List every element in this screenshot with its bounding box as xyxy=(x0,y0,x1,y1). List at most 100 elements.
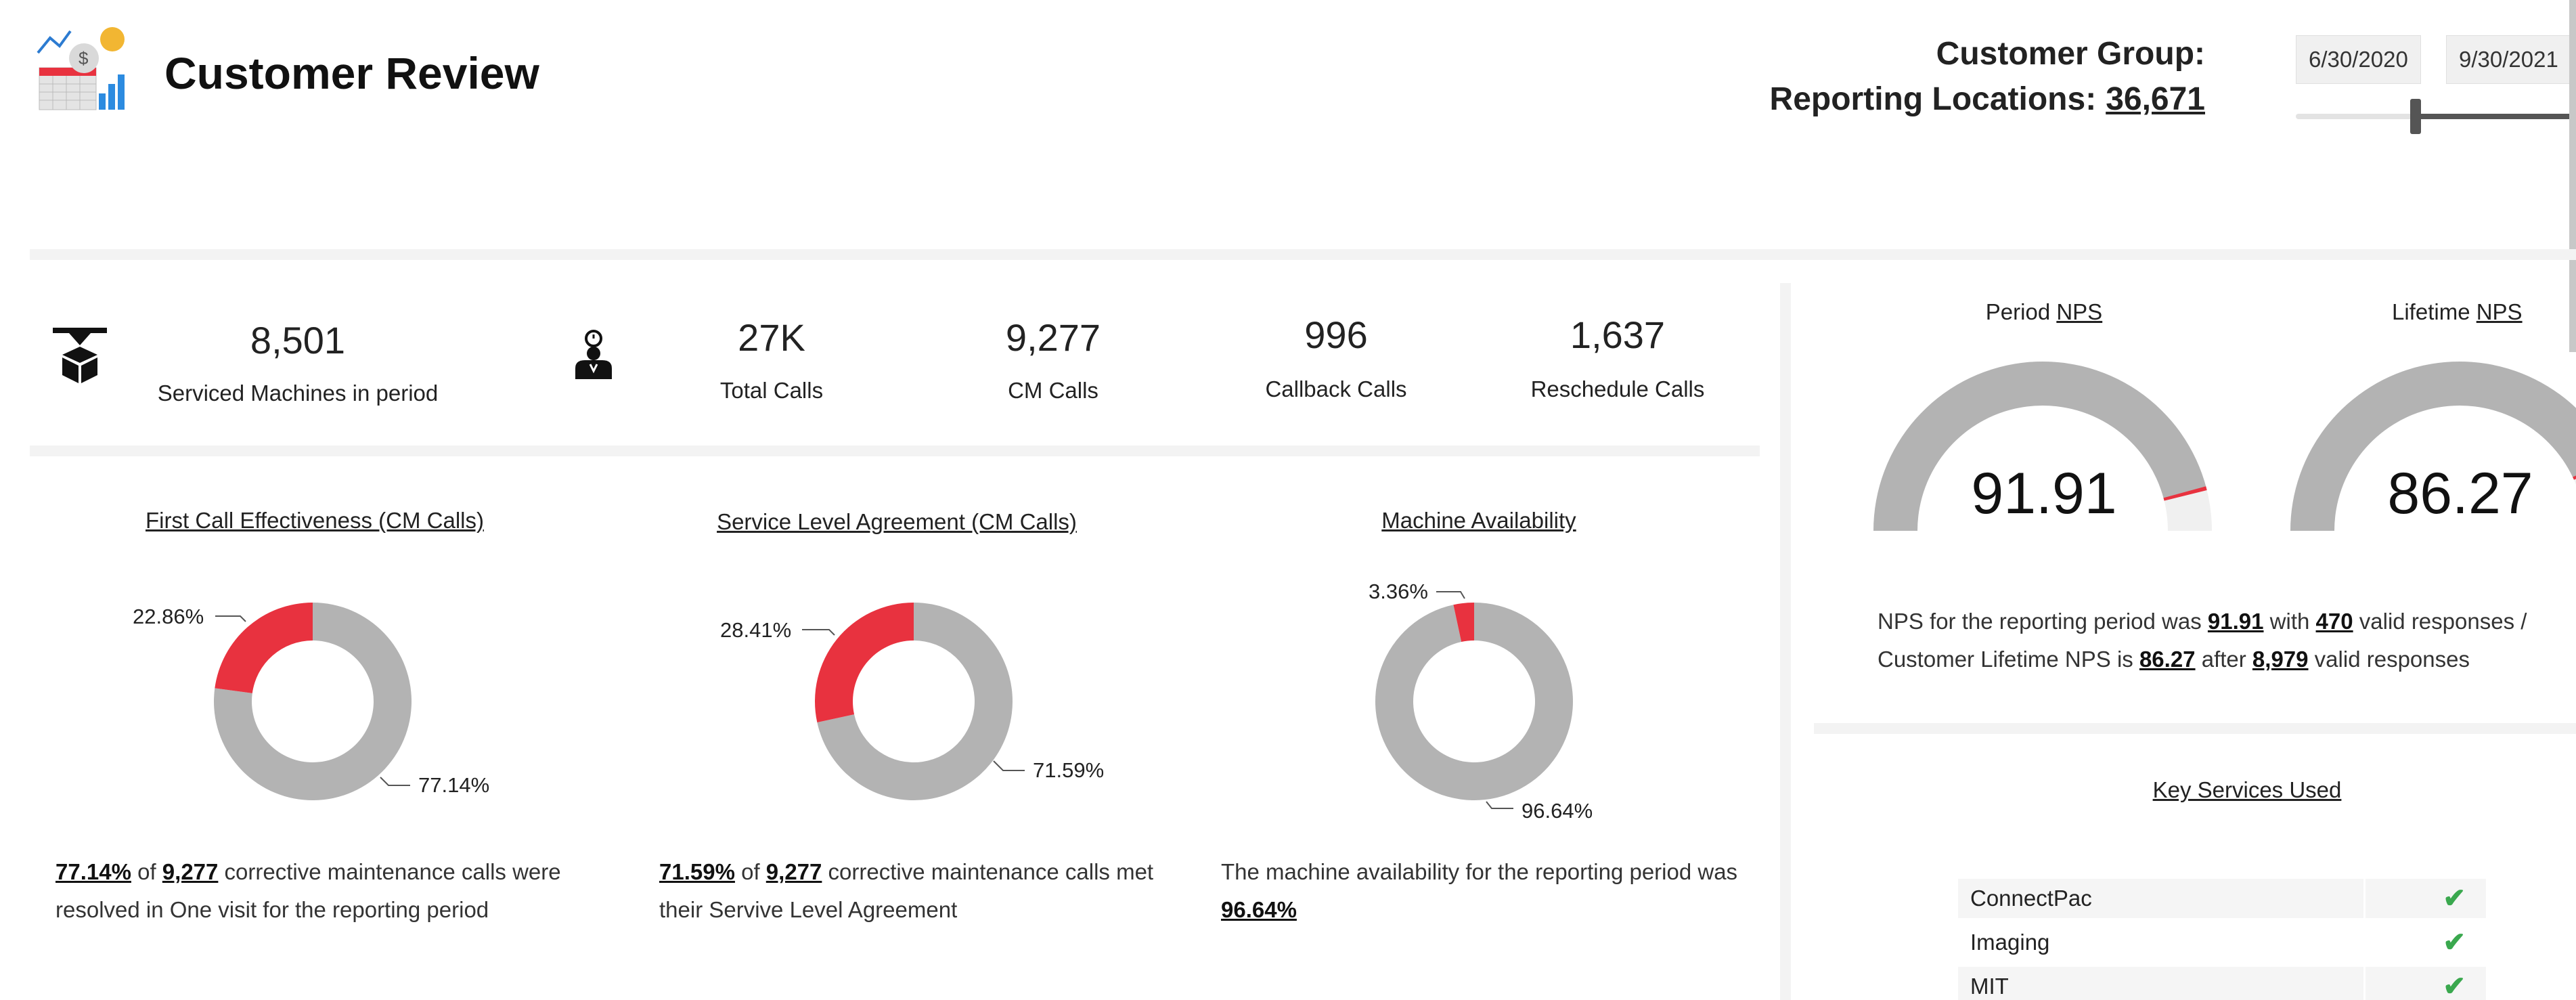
lifetime-nps-link[interactable]: NPS xyxy=(2476,299,2523,324)
date-start-input[interactable]: 6/30/2020 xyxy=(2296,35,2421,84)
app-logo: $ xyxy=(35,26,130,114)
service-name: Imaging xyxy=(1970,930,2050,955)
nps-text-1: NPS for the reporting period was xyxy=(1878,609,2208,634)
availability-gray-leader xyxy=(1486,801,1513,809)
period-nps-gauge[interactable] xyxy=(1873,361,2212,531)
availability-description: The machine availability for the reporti… xyxy=(1221,853,1742,929)
fce-red-label: 22.86% xyxy=(133,605,204,628)
nps-text-5: valid responses xyxy=(2308,647,2470,672)
nps-text-3: valid responses / Customer Lifetime NPS … xyxy=(1878,609,2527,672)
availability-red-leader xyxy=(1436,591,1465,599)
check-icon: ✔ xyxy=(2443,884,2466,913)
check-icon: ✔ xyxy=(2443,972,2466,1000)
sla-red-label: 28.41% xyxy=(720,618,792,642)
total-calls-label: Total Calls xyxy=(719,378,824,403)
lifetime-nps-gauge-fill[interactable] xyxy=(2290,362,2576,531)
cm-calls-value: 9,277 xyxy=(1005,316,1101,359)
fce-description: 77.14% of 9,277 corrective maintenance c… xyxy=(55,853,610,929)
nps-period-responses: 470 xyxy=(2315,609,2353,634)
period-nps-gauge-target[interactable] xyxy=(2163,486,2207,501)
fce-donut[interactable] xyxy=(213,603,412,800)
svg-text:$: $ xyxy=(79,48,89,68)
availability-title[interactable]: Machine Availability xyxy=(1381,508,1576,533)
availability-gray-label: 96.64% xyxy=(1522,799,1593,823)
customer-group-label: Customer Group: xyxy=(1936,36,2205,72)
service-name: ConnectPac xyxy=(1970,886,2092,911)
sla-gray-leader xyxy=(993,760,1025,771)
lifetime-nps-label: Lifetime NPS xyxy=(2288,299,2576,325)
reporting-locations-value[interactable]: 36,671 xyxy=(2106,81,2205,118)
machine-icon xyxy=(49,325,111,388)
technician-icon xyxy=(570,329,617,384)
fce-desc-of: of xyxy=(131,859,162,884)
donut-charts-area xyxy=(213,591,1574,809)
sla-desc-pct: 71.59% xyxy=(659,859,735,884)
period-nps-value: 91.91 xyxy=(1971,461,2117,526)
nps-lifetime-responses: 8,979 xyxy=(2252,647,2309,672)
nps-description: NPS for the reporting period was 91.91 w… xyxy=(1878,603,2554,678)
availability-gray-slice[interactable] xyxy=(1375,603,1574,800)
fce-red-slice[interactable] xyxy=(215,603,313,693)
nps-divider xyxy=(1814,723,2576,734)
date-slider-fill xyxy=(2416,114,2576,119)
nps-text-4: after xyxy=(2195,647,2252,672)
callback-calls-value: 996 xyxy=(1304,313,1368,356)
nps-gauges-area xyxy=(1873,361,2576,531)
callback-calls-label: Callback Calls xyxy=(1265,376,1407,401)
customer-group-block: Customer Group: Reporting Locations: 36,6… xyxy=(1770,31,2205,122)
fce-desc-calls: 9,277 xyxy=(162,859,219,884)
sla-desc-of: of xyxy=(734,859,766,884)
nps-text-2: with xyxy=(2263,609,2316,634)
lifetime-nps-label-text: Lifetime xyxy=(2392,299,2477,324)
date-end-input[interactable]: 9/30/2021 xyxy=(2446,35,2571,84)
sla-red-slice[interactable] xyxy=(815,603,914,723)
availability-desc-pre: The machine availability for the reporti… xyxy=(1221,859,1738,884)
service-cell-divider xyxy=(2363,967,2366,1000)
date-slider-handle[interactable] xyxy=(2410,99,2421,134)
cm-calls-label: CM Calls xyxy=(1008,378,1098,403)
fce-title[interactable]: First Call Effectiveness (CM Calls) xyxy=(146,508,484,533)
sla-desc-rest: corrective maintenance calls met their S… xyxy=(659,859,1154,922)
check-icon: ✔ xyxy=(2443,928,2466,957)
key-services-title[interactable]: Key Services Used xyxy=(2152,777,2342,802)
service-cell-divider xyxy=(2363,879,2366,918)
availability-donut[interactable] xyxy=(1375,603,1574,800)
header-divider xyxy=(30,249,2576,260)
fce-desc-pct: 77.14% xyxy=(55,859,131,884)
sla-title[interactable]: Service Level Agreement (CM Calls) xyxy=(717,509,1077,534)
service-name: MIT xyxy=(1970,974,2009,999)
sla-gray-slice[interactable] xyxy=(817,603,1013,800)
reporting-locations-line: Reporting Locations: 36,671 xyxy=(1770,77,2205,122)
fce-gray-slice[interactable] xyxy=(213,603,412,800)
sla-description: 71.59% of 9,277 corrective maintenance c… xyxy=(659,853,1187,929)
service-row[interactable]: ConnectPac ✔ xyxy=(1958,879,2486,918)
service-row[interactable]: Imaging ✔ xyxy=(1958,923,2486,962)
period-nps-label-text: Period xyxy=(1985,299,2057,324)
fce-gray-leader xyxy=(380,777,410,786)
right-panel-divider xyxy=(1780,283,1791,1000)
lifetime-nps-gauge-target[interactable] xyxy=(2573,458,2576,480)
sla-donut[interactable] xyxy=(815,603,1013,800)
sla-desc-calls: 9,277 xyxy=(765,859,822,884)
period-nps-label: Period NPS xyxy=(1875,299,2213,325)
kpi-divider xyxy=(30,445,1760,456)
sla-red-leader xyxy=(802,629,835,636)
availability-red-slice[interactable] xyxy=(1453,603,1474,642)
period-nps-link[interactable]: NPS xyxy=(2056,299,2103,324)
lifetime-nps-value: 86.27 xyxy=(2387,461,2533,526)
total-calls-value: 27K xyxy=(738,316,805,359)
availability-desc-pct: 96.64% xyxy=(1221,897,1297,922)
serviced-machines-value: 8,501 xyxy=(250,319,346,362)
lifetime-nps-gauge[interactable] xyxy=(2290,362,2576,531)
period-nps-gauge-fill[interactable] xyxy=(1873,361,2206,531)
fce-gray-label: 77.14% xyxy=(418,773,490,797)
service-row[interactable]: MIT ✔ xyxy=(1958,967,2486,1000)
reporting-locations-label: Reporting Locations: xyxy=(1769,81,2097,118)
fce-red-leader xyxy=(215,615,246,622)
page-scrollbar[interactable] xyxy=(2569,0,2576,352)
reschedule-calls-value: 1,637 xyxy=(1570,313,1666,356)
page-title: Customer Review xyxy=(164,48,539,98)
fce-desc-rest: corrective maintenance calls were resolv… xyxy=(55,859,561,922)
serviced-machines-label: Serviced Machines in period xyxy=(157,381,439,406)
nps-lifetime-bold: 86.27 xyxy=(2139,647,2196,672)
